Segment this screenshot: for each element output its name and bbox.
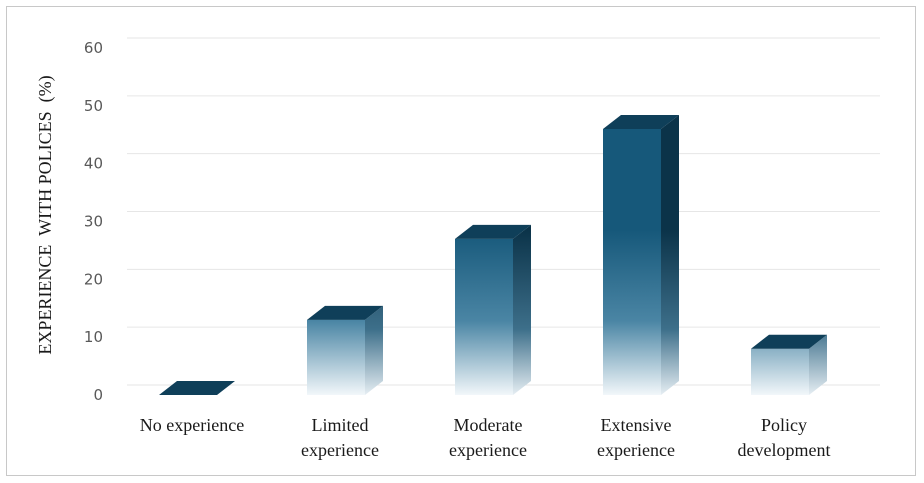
bar-top	[307, 305, 383, 320]
bar-side	[365, 305, 383, 395]
bar-top	[751, 334, 827, 349]
x-tick-label: Policy development	[738, 415, 831, 460]
x-tick-label: Moderate experience	[449, 415, 527, 460]
x-tick-label: Extensive experience	[597, 415, 675, 460]
bar-top	[455, 224, 531, 239]
y-tick-label: 50	[84, 97, 103, 115]
bar-side	[661, 114, 679, 395]
x-axis-labels: No experience Limited experience Moderate ex…	[140, 415, 831, 460]
y-axis-label: EXPERIENCE WITH POLICES (%)	[35, 75, 56, 354]
bars	[159, 114, 827, 395]
bar-front	[455, 238, 513, 395]
bar	[159, 381, 235, 395]
y-tick-label: 0	[93, 386, 103, 404]
bar-side	[513, 224, 531, 395]
x-tick-label: Limited experience	[301, 415, 379, 460]
y-tick-label: 40	[84, 155, 103, 173]
bar	[751, 334, 827, 395]
y-tick-label: 10	[84, 328, 103, 346]
y-tick-label: 30	[84, 213, 103, 231]
bar-side	[809, 334, 827, 395]
bar-front	[603, 128, 661, 395]
bar-front	[751, 348, 809, 395]
y-tick-label: 20	[84, 270, 103, 288]
bar-front	[307, 319, 365, 395]
y-axis-ticks: 0 10 20 30 40 50 60	[84, 39, 103, 404]
y-tick-label: 60	[84, 39, 103, 57]
bar	[455, 224, 531, 395]
bar-top	[159, 381, 235, 395]
bar-top	[603, 114, 679, 129]
x-tick-label: No experience	[140, 415, 244, 435]
bar	[307, 305, 383, 395]
bar	[603, 114, 679, 395]
